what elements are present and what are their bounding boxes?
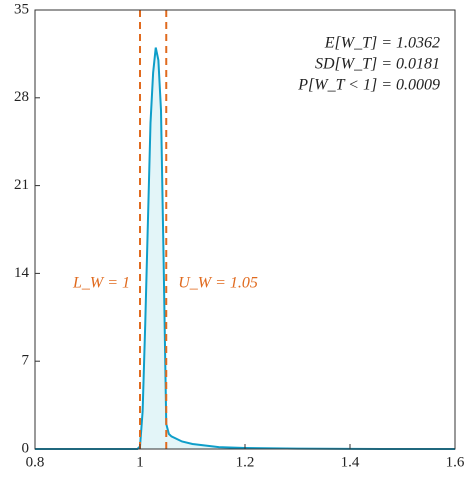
y-tick-label: 0 bbox=[22, 440, 30, 456]
stat-annotation: P[W_T < 1] = 0.0009 bbox=[297, 77, 440, 94]
reference-label: U_W = 1.05 bbox=[178, 275, 258, 292]
reference-label: L_W = 1 bbox=[72, 275, 130, 292]
density-line bbox=[35, 47, 455, 450]
x-tick-label: 1 bbox=[136, 454, 144, 470]
x-tick-label: 1.6 bbox=[446, 454, 465, 470]
x-tick-label: 1.2 bbox=[236, 454, 255, 470]
x-tick-label: 0.8 bbox=[26, 454, 45, 470]
x-tick-label: 1.4 bbox=[341, 454, 360, 470]
y-tick-label: 35 bbox=[14, 1, 29, 17]
stat-annotation: E[W_T] = 1.0362 bbox=[324, 35, 440, 52]
area-fill bbox=[35, 47, 455, 449]
y-tick-label: 21 bbox=[14, 177, 29, 193]
y-tick-label: 14 bbox=[14, 265, 30, 281]
y-tick-label: 7 bbox=[22, 353, 30, 369]
y-tick-label: 28 bbox=[14, 89, 29, 105]
stat-annotation: SD[W_T] = 0.0181 bbox=[315, 56, 440, 73]
